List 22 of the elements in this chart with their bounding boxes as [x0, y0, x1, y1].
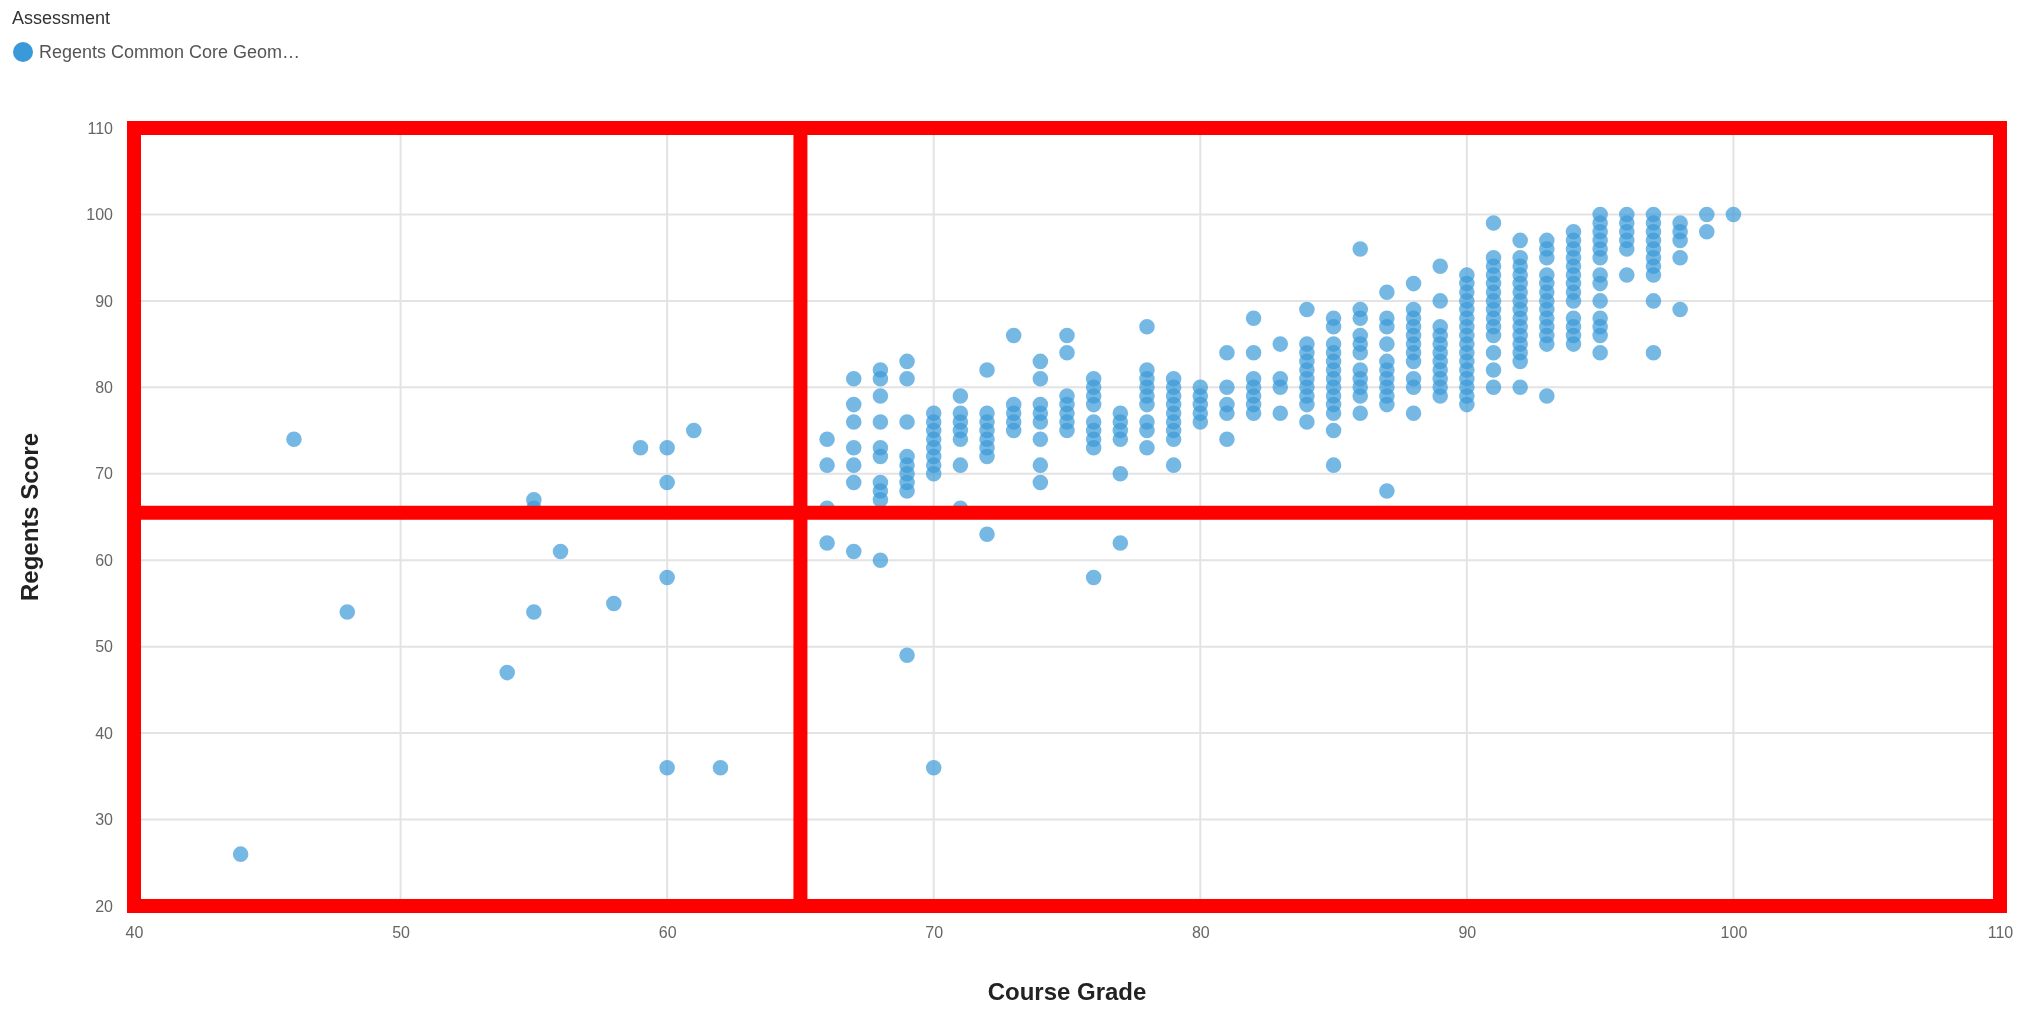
- y-tick-label: 70: [95, 465, 114, 483]
- x-tick-label: 40: [125, 924, 144, 942]
- x-tick-label: 110: [1987, 924, 2014, 942]
- x-tick-label: 100: [1720, 924, 1748, 942]
- y-axis-title: Regents Score: [16, 432, 43, 602]
- y-tick-label: 30: [95, 811, 114, 829]
- legend-title: Assessment: [12, 8, 111, 28]
- y-tick-label: 110: [87, 119, 114, 137]
- y-tick-label: 40: [95, 724, 114, 742]
- x-tick-label: 80: [1191, 924, 1210, 942]
- x-tick-label: 90: [1458, 924, 1477, 942]
- x-tick-label: 70: [925, 924, 944, 942]
- y-tick-label: 80: [95, 378, 114, 396]
- legend-label: Regents Common Core Geom…: [39, 42, 301, 62]
- x-axis-title: Course Grade: [987, 978, 1147, 1005]
- x-tick-label: 50: [392, 924, 411, 942]
- y-tick-label: 90: [95, 292, 114, 310]
- y-tick-label: 60: [95, 551, 114, 569]
- x-tick-label: 60: [658, 924, 677, 942]
- y-tick-label: 50: [95, 638, 114, 656]
- y-tick-label: 100: [86, 206, 114, 224]
- y-tick-label: 20: [95, 897, 114, 915]
